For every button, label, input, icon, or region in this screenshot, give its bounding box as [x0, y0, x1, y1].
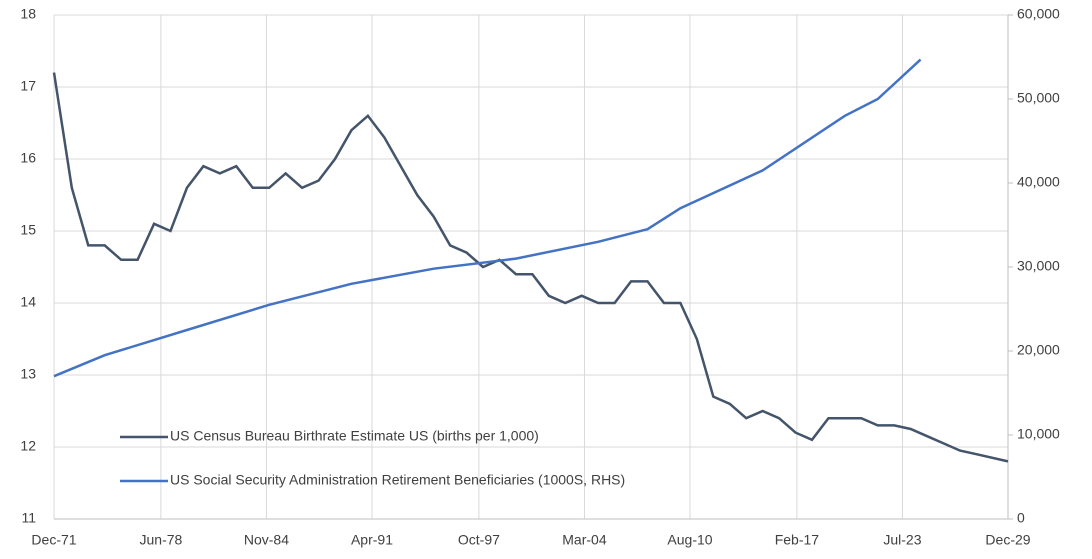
x-tick-label: Aug-10 — [667, 532, 712, 548]
y-tick-label: 18 — [20, 6, 36, 22]
y-tick-label: 15 — [20, 222, 36, 238]
x-tick-label: Nov-84 — [244, 532, 289, 548]
y2-tick-label: 50,000 — [1017, 90, 1060, 106]
x-tick-label: Apr-91 — [351, 532, 393, 548]
y-tick-label: 14 — [20, 294, 36, 310]
y2-tick-label: 0 — [1017, 510, 1025, 526]
y2-tick-label: 10,000 — [1017, 426, 1060, 442]
x-tick-label: Dec-29 — [985, 532, 1030, 548]
y-tick-label: 12 — [20, 438, 36, 454]
x-tick-label: Jul-23 — [883, 532, 921, 548]
y2-tick-label: 40,000 — [1017, 174, 1060, 190]
x-tick-label: Jun-78 — [140, 532, 183, 548]
legend-label: US Social Security Administration Retire… — [170, 472, 625, 488]
y2-tick-label: 30,000 — [1017, 258, 1060, 274]
y-tick-label: 13 — [20, 366, 36, 382]
x-tick-label: Mar-04 — [562, 532, 607, 548]
data-line — [52, 72, 1009, 463]
data-line — [53, 58, 922, 378]
y-tick-label: 17 — [20, 78, 36, 94]
y2-tick-label: 60,000 — [1017, 6, 1060, 22]
legend-label: US Census Bureau Birthrate Estimate US (… — [170, 428, 539, 444]
x-tick-label: Oct-97 — [458, 532, 500, 548]
y2-tick-label: 20,000 — [1017, 342, 1060, 358]
x-tick-label: Dec-71 — [31, 532, 76, 548]
x-tick-label: Feb-17 — [775, 532, 820, 548]
y-tick-label: 16 — [20, 150, 36, 166]
y-tick-label: 11 — [21, 510, 36, 526]
